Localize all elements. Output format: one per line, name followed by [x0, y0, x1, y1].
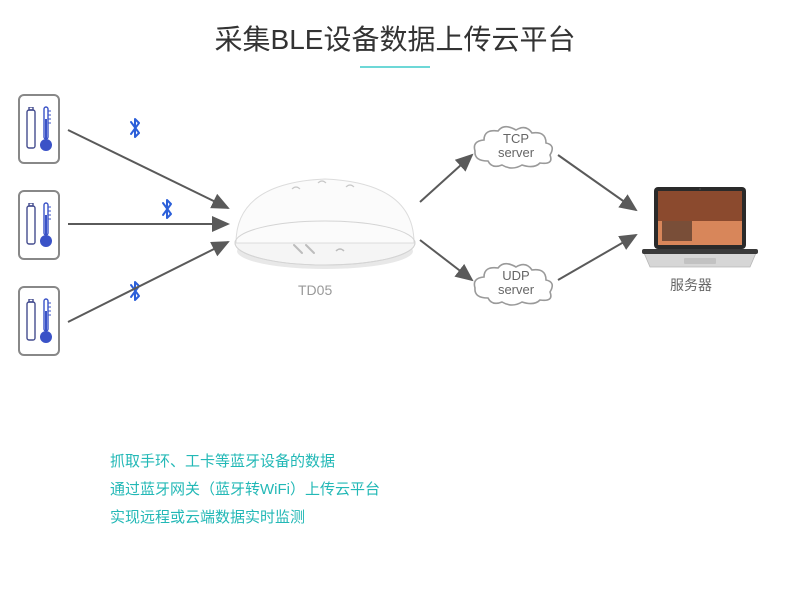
- description-block: 抓取手环、工卡等蓝牙设备的数据 通过蓝牙网关（蓝牙转WiFi）上传云平台 实现远…: [110, 448, 380, 531]
- cloud-udp-line1: UDP: [502, 268, 529, 283]
- page-title: 采集BLE设备数据上传云平台: [0, 0, 790, 58]
- gateway-device: [230, 165, 420, 275]
- cloud-tcp-line2: server: [498, 145, 534, 160]
- diagram-canvas: TD05 TCP server UDP server 服务器: [0, 70, 790, 410]
- cloud-udp-line2: server: [498, 282, 534, 297]
- server-laptop: [640, 185, 760, 270]
- cloud-udp-label: UDP server: [486, 269, 546, 298]
- cloud-tcp-label: TCP server: [486, 132, 546, 161]
- title-underline: [360, 66, 430, 68]
- cloud-tcp-line1: TCP: [503, 131, 529, 146]
- gateway-label: TD05: [298, 282, 332, 298]
- server-label: 服务器: [670, 275, 712, 295]
- desc-line-2: 通过蓝牙网关（蓝牙转WiFi）上传云平台: [110, 476, 380, 504]
- desc-line-1: 抓取手环、工卡等蓝牙设备的数据: [110, 448, 380, 476]
- desc-line-3: 实现远程或云端数据实时监测: [110, 504, 380, 532]
